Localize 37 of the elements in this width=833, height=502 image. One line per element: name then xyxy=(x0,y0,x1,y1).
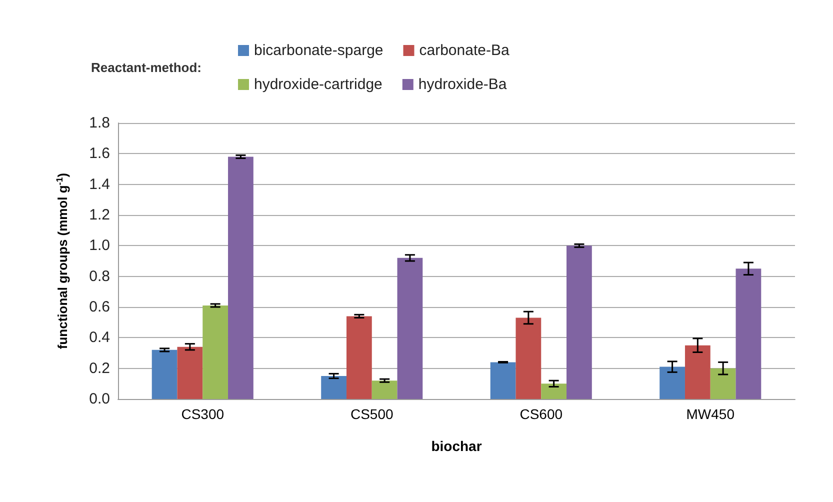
bar xyxy=(177,346,203,399)
bar xyxy=(660,366,685,399)
bar xyxy=(397,258,423,399)
x-axis-title: biochar xyxy=(431,438,482,454)
bar xyxy=(202,305,228,399)
y-tick-label: 1.4 xyxy=(89,176,110,193)
bar xyxy=(490,362,516,399)
bar xyxy=(372,380,398,399)
y-tick-label: 1.8 xyxy=(89,114,110,132)
x-tick-label: CS500 xyxy=(350,406,394,422)
bar xyxy=(541,384,567,399)
x-tick-label: MW450 xyxy=(686,406,735,422)
legend-label: carbonate-Ba xyxy=(419,42,510,59)
y-tick-label: 0.2 xyxy=(89,360,110,377)
y-tick-label: 1.6 xyxy=(89,145,110,162)
y-tick-label: 0.8 xyxy=(89,268,110,285)
y-tick-label: 0.0 xyxy=(89,390,110,408)
y-axis-title: functional groups (mmol g-1) xyxy=(54,172,70,350)
bar xyxy=(736,268,762,399)
bar xyxy=(710,368,736,399)
y-tick-label: 0.6 xyxy=(89,298,110,316)
bar xyxy=(152,350,178,399)
x-tick-label: CS300 xyxy=(181,406,224,422)
bar xyxy=(321,376,346,399)
legend-title: Reactant-method: xyxy=(91,60,202,75)
y-tick-label: 1.2 xyxy=(89,206,110,224)
bar xyxy=(566,246,592,399)
x-tick-label: CS600 xyxy=(520,406,563,422)
bar xyxy=(228,156,254,399)
y-tick-label: 0.4 xyxy=(89,329,110,346)
legend-label: bicarbonate-sparge xyxy=(254,42,384,59)
bar xyxy=(346,316,372,399)
bar xyxy=(684,345,710,399)
legend-label: hydroxide-cartridge xyxy=(254,76,382,93)
bar xyxy=(516,318,542,399)
legend-label: hydroxide-Ba xyxy=(418,76,508,93)
y-tick-label: 1.0 xyxy=(89,237,110,254)
